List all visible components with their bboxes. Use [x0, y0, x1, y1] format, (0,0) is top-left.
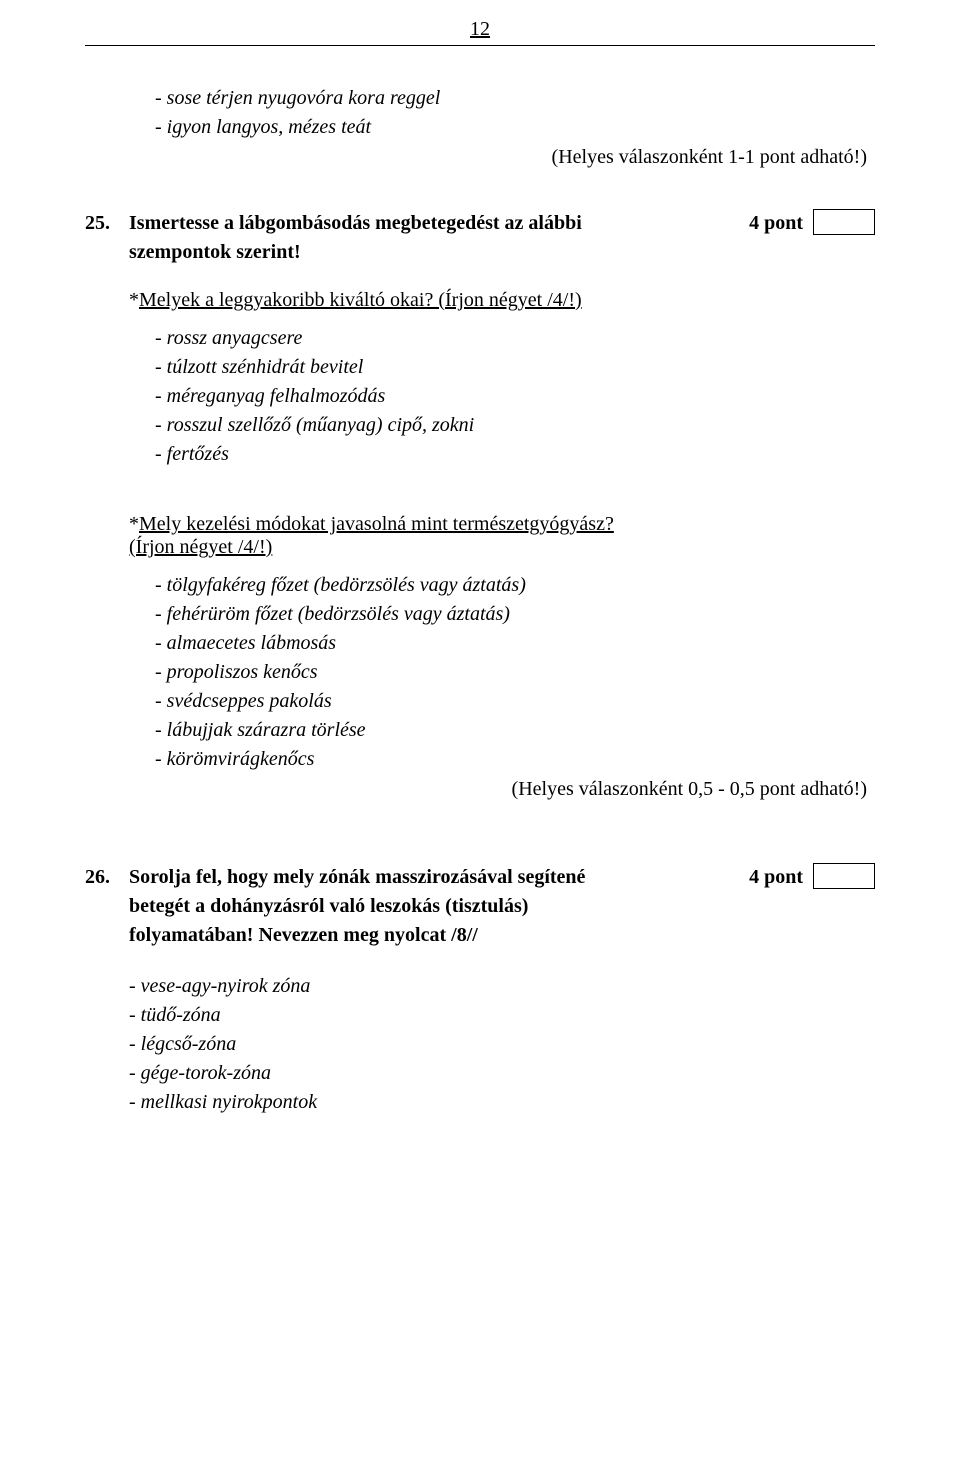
list-item: - rosszul szellőző (műanyag) cipő, zokni [155, 411, 875, 440]
top-rule [85, 45, 875, 46]
scoring-note: (Helyes válaszonként 1-1 pont adható!) [85, 146, 867, 169]
sub-question-2: *Mely kezelési módokat javasolná mint te… [129, 513, 875, 559]
q26-answer-list: - vese-agy-nyirok zóna - tüdő-zóna - lég… [129, 972, 875, 1117]
list-item: - túlzott szénhidrát bevitel [155, 353, 875, 382]
document-page: 12 - sose térjen nyugovóra kora reggel -… [0, 0, 960, 1157]
question-number: 26. [85, 863, 129, 892]
sub2-answer-list: - tölgyfakéreg főzet (bedörzsölés vagy á… [155, 571, 875, 774]
list-item: - lábujjak szárazra törlése [155, 716, 875, 745]
points-label: 4 pont [749, 863, 803, 892]
sub-question-1: *Melyek a leggyakoribb kiváltó okai? (Ír… [129, 289, 875, 312]
sub-line2-underlined: (Írjon négyet /4/!) [129, 536, 272, 558]
sub-prefix: * [129, 513, 139, 535]
list-item: - gége-torok-zóna [129, 1059, 875, 1088]
top-answer-list: - sose térjen nyugovóra kora reggel - ig… [155, 84, 875, 142]
list-item: - rossz anyagcsere [155, 324, 875, 353]
list-item: - tölgyfakéreg főzet (bedörzsölés vagy á… [155, 571, 875, 600]
question-title-line: folyamatában! Nevezzen meg nyolcat /8// [129, 921, 729, 950]
list-item: - vese-agy-nyirok zóna [129, 972, 875, 1001]
list-item: - sose térjen nyugovóra kora reggel [155, 84, 875, 113]
list-item: - igyon langyos, mézes teát [155, 113, 875, 142]
page-number: 12 [470, 18, 490, 41]
list-item: - légcső-zóna [129, 1030, 875, 1059]
question-title-line: szempontok szerint! [129, 238, 729, 267]
page-number-wrap: 12 [85, 0, 875, 41]
question-title-line: betegét a dohányzásról való leszokás (ti… [129, 892, 729, 921]
question-body: Ismertesse a lábgombásodás megbetegedést… [129, 209, 729, 267]
list-item: - mellkasi nyirokpontok [129, 1088, 875, 1117]
question-title-line: Ismertesse a lábgombásodás megbetegedést… [129, 209, 729, 238]
list-item: - fehérüröm főzet (bedörzsölés vagy ázta… [155, 600, 875, 629]
question-title-line: Sorolja fel, hogy mely zónák masszirozás… [129, 863, 729, 892]
list-item: - méreganyag felhalmozódás [155, 382, 875, 411]
points-box [813, 863, 875, 889]
points-label: 4 pont [749, 209, 803, 238]
sub1-answer-list: - rossz anyagcsere - túlzott szénhidrát … [155, 324, 875, 469]
points-cell: 4 pont [749, 863, 875, 892]
question-26: 26. Sorolja fel, hogy mely zónák masszir… [85, 863, 875, 950]
scoring-note: (Helyes válaszonként 0,5 - 0,5 pont adha… [85, 778, 867, 801]
question-25: 25. Ismertesse a lábgombásodás megbetege… [85, 209, 875, 267]
list-item: - tüdő-zóna [129, 1001, 875, 1030]
list-item: - almaecetes lábmosás [155, 629, 875, 658]
sub-prefix: * [129, 289, 139, 311]
list-item: - fertőzés [155, 440, 875, 469]
points-cell: 4 pont [749, 209, 875, 238]
sub-underlined: Mely kezelési módokat javasolná mint ter… [139, 513, 614, 535]
question-body: Sorolja fel, hogy mely zónák masszirozás… [129, 863, 729, 950]
question-number: 25. [85, 209, 129, 238]
list-item: - propoliszos kenőcs [155, 658, 875, 687]
sub-underlined: Melyek a leggyakoribb kiváltó okai? (Írj… [139, 289, 582, 311]
top-answer-block: - sose térjen nyugovóra kora reggel - ig… [85, 84, 875, 169]
list-item: - svédcseppes pakolás [155, 687, 875, 716]
list-item: - körömvirágkenőcs [155, 745, 875, 774]
points-box [813, 209, 875, 235]
